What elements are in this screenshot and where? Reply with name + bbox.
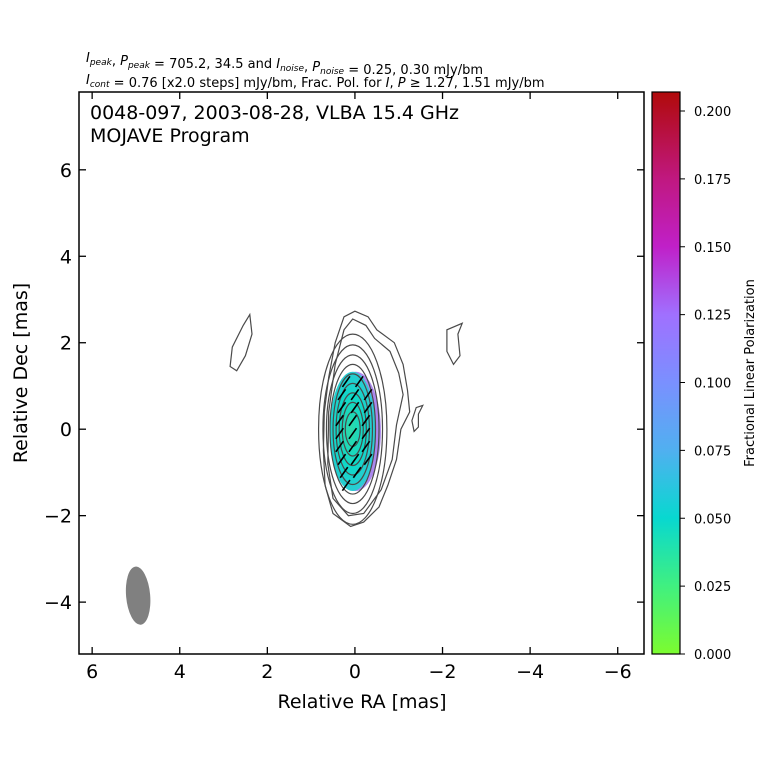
header-line1-seg-2: P [120, 54, 128, 69]
evpa-tick-18 [350, 453, 360, 466]
header-line2-seg-3: , [390, 76, 398, 91]
evpa-tick-5 [337, 401, 347, 414]
colorbar-ticks: 0.000 0.025 0.050 0.075 0.100 0.125 0.150 0.175… [680, 105, 731, 663]
evpa-tick-14 [335, 440, 345, 453]
colorbar-tick-label-5: 0.125 [694, 309, 731, 324]
island-contour-0 [229, 312, 253, 372]
y-tick-label-2: 0 [60, 419, 72, 441]
plot-frame [78, 91, 645, 655]
colorbar-label: Fractional Linear Polarization [743, 279, 758, 467]
header-line2-sub-0: cont [90, 80, 110, 90]
evpa-tick-20 [339, 466, 349, 479]
outer-contour-1 [327, 318, 404, 517]
annotation: 0048-097, 2003-08-28, VLBA 15.4 GHz MOJA… [90, 102, 459, 147]
evpa-tick-10 [361, 414, 371, 427]
y-tick-label-5: 6 [60, 160, 72, 182]
beam-layer [125, 566, 151, 625]
header-line2-seg-5: ≥ 1.27, 1.51 mJy/bm [406, 76, 545, 91]
evpa-tick-9 [348, 414, 358, 427]
header-line1-sub-2: peak [127, 61, 151, 71]
x-tick-label-3: 0 [349, 661, 361, 683]
y-axis-label: Relative Dec [mas] [10, 283, 32, 463]
outer-contour-0 [322, 310, 411, 528]
evpa-tick-17 [337, 453, 347, 466]
core-contour-2 [325, 354, 380, 505]
header-line-2: Icont = 0.76 [x2.0 steps] mJy/bm, Frac. … [86, 73, 545, 91]
x-axis-label: Relative RA [mas] [277, 691, 446, 713]
evpa-tick-13 [361, 427, 371, 440]
evpa-tick-11 [335, 427, 345, 440]
y-tick-label-4: 4 [60, 246, 72, 268]
core-contour-1 [322, 344, 384, 515]
x-tick-label-1: 4 [174, 661, 186, 683]
evpa-tick-7 [363, 401, 373, 414]
evpa-tick-19 [363, 453, 373, 466]
evpa-ticks-layer [335, 375, 373, 492]
evpa-tick-4 [363, 388, 373, 401]
evpa-tick-21 [352, 466, 362, 479]
header-line1-seg-5: , [304, 60, 312, 75]
colorbar-tick-label-3: 0.075 [694, 444, 731, 459]
colorbar-frame [651, 91, 681, 655]
evpa-tick-6 [350, 401, 360, 414]
island-contour-1 [446, 322, 464, 366]
annotation-line-2: MOJAVE Program [90, 125, 250, 147]
colorbar-tick-label-4: 0.100 [694, 377, 731, 392]
colorbar-tick-label-1: 0.025 [694, 580, 731, 595]
x-tick-label-4: −2 [429, 661, 457, 683]
island-contour-2 [411, 404, 424, 433]
evpa-tick-3 [350, 388, 360, 401]
evpa-tick-0 [341, 375, 351, 388]
header-line2-seg-0: I [86, 73, 90, 88]
header-line1-seg-4: I [276, 57, 280, 72]
axis-ticks: 6 4 2 0 −2 −4 −6 −4 −2 0 2 4 6 [44, 92, 644, 683]
x-tick-label-6: −6 [604, 661, 632, 683]
annotation-line-1: 0048-097, 2003-08-28, VLBA 15.4 GHz [90, 102, 459, 124]
colorbar-tick-label-7: 0.175 [694, 173, 731, 188]
header-line1-sub-4: noise [280, 64, 304, 74]
header-line2-seg-4: P [398, 76, 406, 91]
header-text: Ipeak, Ppeak = 705.2, 34.5 and Inoise, P… [86, 51, 545, 91]
evpa-tick-12 [348, 427, 358, 440]
colorbar-tick-label-6: 0.150 [694, 241, 731, 256]
header-line1-seg-0: I [86, 51, 90, 66]
header-line1-seg-7: = 0.25, 0.30 mJy/bm [344, 63, 483, 78]
y-tick-label-0: −4 [44, 592, 72, 614]
evpa-tick-22 [341, 479, 351, 492]
y-tick-label-3: 2 [60, 333, 72, 355]
header-line1-sub-0: peak [89, 58, 113, 68]
core-contour-6 [338, 392, 367, 467]
evpa-tick-1 [354, 375, 364, 388]
colorbar-tick-label-0: 0.000 [694, 648, 731, 663]
contour-layer [229, 310, 464, 528]
colorbar: 0.000 0.025 0.050 0.075 0.100 0.125 0.150 0.175… [651, 91, 758, 663]
header-line1-seg-1: , [112, 54, 120, 69]
x-tick-label-5: −4 [516, 661, 544, 683]
evpa-tick-15 [348, 440, 358, 453]
core-contour-4 [332, 373, 374, 486]
colorbar-tick-label-2: 0.050 [694, 512, 731, 527]
header-line1-seg-3: = 705.2, 34.5 and [150, 57, 276, 72]
x-tick-label-2: 2 [261, 661, 273, 683]
colorbar-fill [652, 92, 680, 654]
colorbar-tick-label-8: 0.200 [694, 105, 731, 120]
evpa-tick-8 [335, 414, 345, 427]
header-line-1: Ipeak, Ppeak = 705.2, 34.5 and Inoise, P… [86, 51, 483, 78]
header-line1-seg-6: P [312, 60, 320, 75]
beam-ellipse [125, 566, 151, 625]
y-tick-label-1: −2 [44, 506, 72, 528]
core-contour-0 [317, 333, 388, 525]
x-tick-label-0: 6 [86, 661, 98, 683]
plot-area [125, 310, 464, 625]
header-line1-sub-6: noise [320, 67, 344, 77]
core-contour-3 [329, 363, 377, 495]
evpa-tick-16 [361, 440, 371, 453]
evpa-tick-2 [337, 388, 347, 401]
header-line2-seg-2: I [386, 76, 390, 91]
header-line2-seg-1: = 0.76 [x2.0 steps] mJy/bm, Frac. Pol. f… [110, 76, 386, 91]
